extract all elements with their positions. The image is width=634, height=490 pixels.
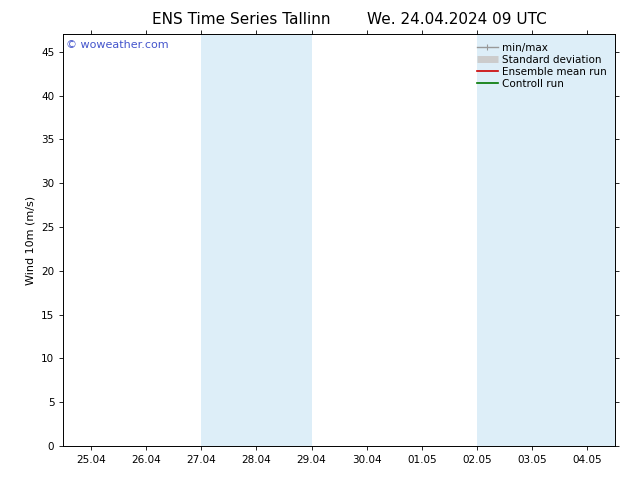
Bar	[477, 34, 533, 446]
Bar	[202, 34, 256, 446]
Text: We. 24.04.2024 09 UTC: We. 24.04.2024 09 UTC	[366, 12, 547, 27]
Text: ENS Time Series Tallinn: ENS Time Series Tallinn	[152, 12, 330, 27]
Y-axis label: Wind 10m (m/s): Wind 10m (m/s)	[25, 196, 36, 285]
Bar	[533, 34, 615, 446]
Bar	[256, 34, 312, 446]
Text: © woweather.com: © woweather.com	[66, 41, 169, 50]
Legend: min/max, Standard deviation, Ensemble mean run, Controll run: min/max, Standard deviation, Ensemble me…	[474, 40, 610, 92]
